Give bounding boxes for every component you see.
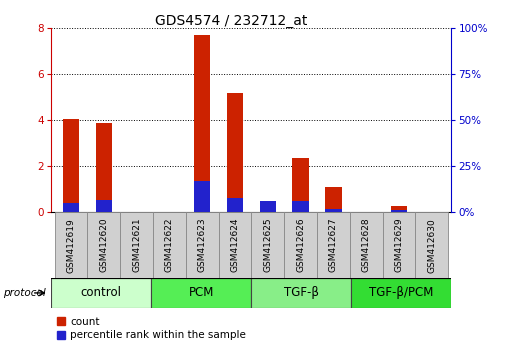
Legend: count, percentile rank within the sample: count, percentile rank within the sample: [56, 317, 246, 341]
Text: GDS4574 / 232712_at: GDS4574 / 232712_at: [154, 14, 307, 28]
Text: PCM: PCM: [189, 286, 214, 299]
Bar: [120, 212, 153, 278]
Bar: [227, 198, 243, 212]
Bar: [63, 203, 79, 212]
Text: GSM412628: GSM412628: [362, 218, 371, 273]
Bar: [95, 200, 112, 212]
Bar: [194, 35, 210, 212]
Text: GSM412624: GSM412624: [230, 218, 240, 272]
Text: TGF-β/PCM: TGF-β/PCM: [369, 286, 433, 299]
Text: GSM412621: GSM412621: [132, 218, 141, 273]
Bar: [350, 212, 383, 278]
Bar: [260, 201, 276, 212]
Bar: [63, 119, 79, 212]
Bar: [151, 278, 251, 308]
Bar: [292, 158, 309, 212]
Bar: [416, 212, 448, 278]
Bar: [325, 209, 342, 212]
Bar: [251, 212, 284, 278]
Bar: [95, 123, 112, 212]
Text: GSM412630: GSM412630: [427, 218, 436, 273]
Bar: [292, 201, 309, 212]
Bar: [317, 212, 350, 278]
Text: GSM412622: GSM412622: [165, 218, 174, 272]
Bar: [284, 212, 317, 278]
Bar: [227, 93, 243, 212]
Bar: [383, 212, 416, 278]
Text: GSM412620: GSM412620: [100, 218, 108, 273]
Text: GSM412629: GSM412629: [394, 218, 403, 273]
Text: GSM412623: GSM412623: [198, 218, 207, 273]
Text: control: control: [81, 286, 122, 299]
Bar: [351, 278, 451, 308]
Bar: [87, 212, 120, 278]
Text: GSM412627: GSM412627: [329, 218, 338, 273]
Text: GSM412626: GSM412626: [296, 218, 305, 273]
Text: TGF-β: TGF-β: [284, 286, 319, 299]
Bar: [54, 212, 87, 278]
Text: GSM412625: GSM412625: [263, 218, 272, 273]
Bar: [186, 212, 219, 278]
Bar: [391, 206, 407, 212]
Bar: [325, 187, 342, 212]
Text: protocol: protocol: [3, 288, 45, 298]
Bar: [391, 210, 407, 212]
Text: GSM412619: GSM412619: [67, 218, 75, 273]
Bar: [153, 212, 186, 278]
Bar: [219, 212, 251, 278]
Bar: [51, 278, 151, 308]
Bar: [194, 181, 210, 212]
Bar: [251, 278, 351, 308]
